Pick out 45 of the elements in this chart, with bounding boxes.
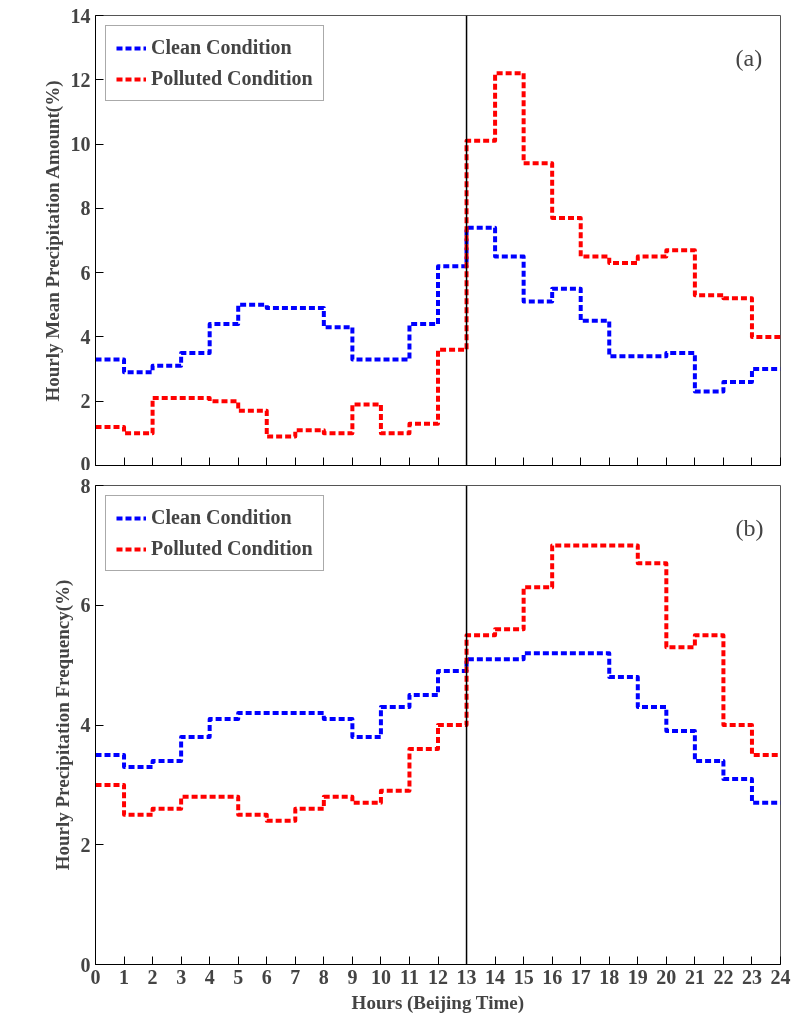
x-tick-label: 17 (570, 965, 591, 988)
x-tick-label: 16 (542, 965, 563, 988)
x-tick-label: 4 (204, 965, 215, 988)
x-tick-label: 9 (347, 965, 358, 988)
x-tick-label: 21 (684, 965, 705, 988)
x-tick-label: 18 (599, 965, 620, 988)
x-tick-label: 2 (147, 965, 158, 988)
y-axis-title: Hourly Mean Precipitation Amount(%) (41, 80, 64, 402)
y-tick-label: 2 (80, 833, 91, 856)
y-tick-label: 14 (70, 4, 91, 27)
legend-label: Clean Condition (151, 36, 292, 59)
x-tick-label: 12 (428, 965, 448, 988)
x-tick-label: 11 (400, 965, 419, 988)
y-tick-label: 0 (80, 452, 91, 475)
legend-label: Polluted Condition (151, 537, 313, 560)
x-axis-title: Hours (Beijing Time) (351, 991, 525, 1014)
y-tick-label: 10 (70, 133, 91, 156)
x-tick-label: 24 (770, 965, 791, 988)
x-tick-label: 15 (513, 965, 534, 988)
annotation: (a) (735, 44, 763, 71)
x-tick-label: 14 (485, 965, 506, 988)
y-tick-label: 8 (80, 197, 91, 220)
y-tick-label: 8 (80, 474, 91, 497)
annotation: (b) (735, 514, 764, 541)
x-tick-label: 1 (119, 965, 130, 988)
x-tick-label: 10 (370, 965, 391, 988)
x-tick-label: 6 (261, 965, 272, 988)
y-tick-label: 6 (80, 594, 91, 617)
y-tick-label: 12 (70, 68, 91, 91)
y-axis-title: Hourly Precipitation Frequency(%) (51, 579, 74, 871)
x-tick-label: 7 (290, 965, 301, 988)
x-tick-label: 19 (627, 965, 648, 988)
x-tick-label: 3 (176, 965, 187, 988)
legend-label: Clean Condition (151, 506, 292, 529)
x-tick-label: 8 (318, 965, 329, 988)
legend-label: Polluted Condition (151, 67, 313, 90)
x-tick-label: 13 (456, 965, 477, 988)
y-tick-label: 4 (80, 714, 91, 736)
y-tick-label: 6 (80, 261, 91, 284)
x-tick-label: 5 (233, 965, 244, 988)
x-tick-label: 20 (656, 965, 677, 988)
x-tick-label: 23 (741, 965, 762, 988)
y-tick-label: 2 (80, 390, 91, 413)
x-tick-label: 22 (713, 965, 734, 988)
y-tick-label: 4 (80, 325, 91, 348)
